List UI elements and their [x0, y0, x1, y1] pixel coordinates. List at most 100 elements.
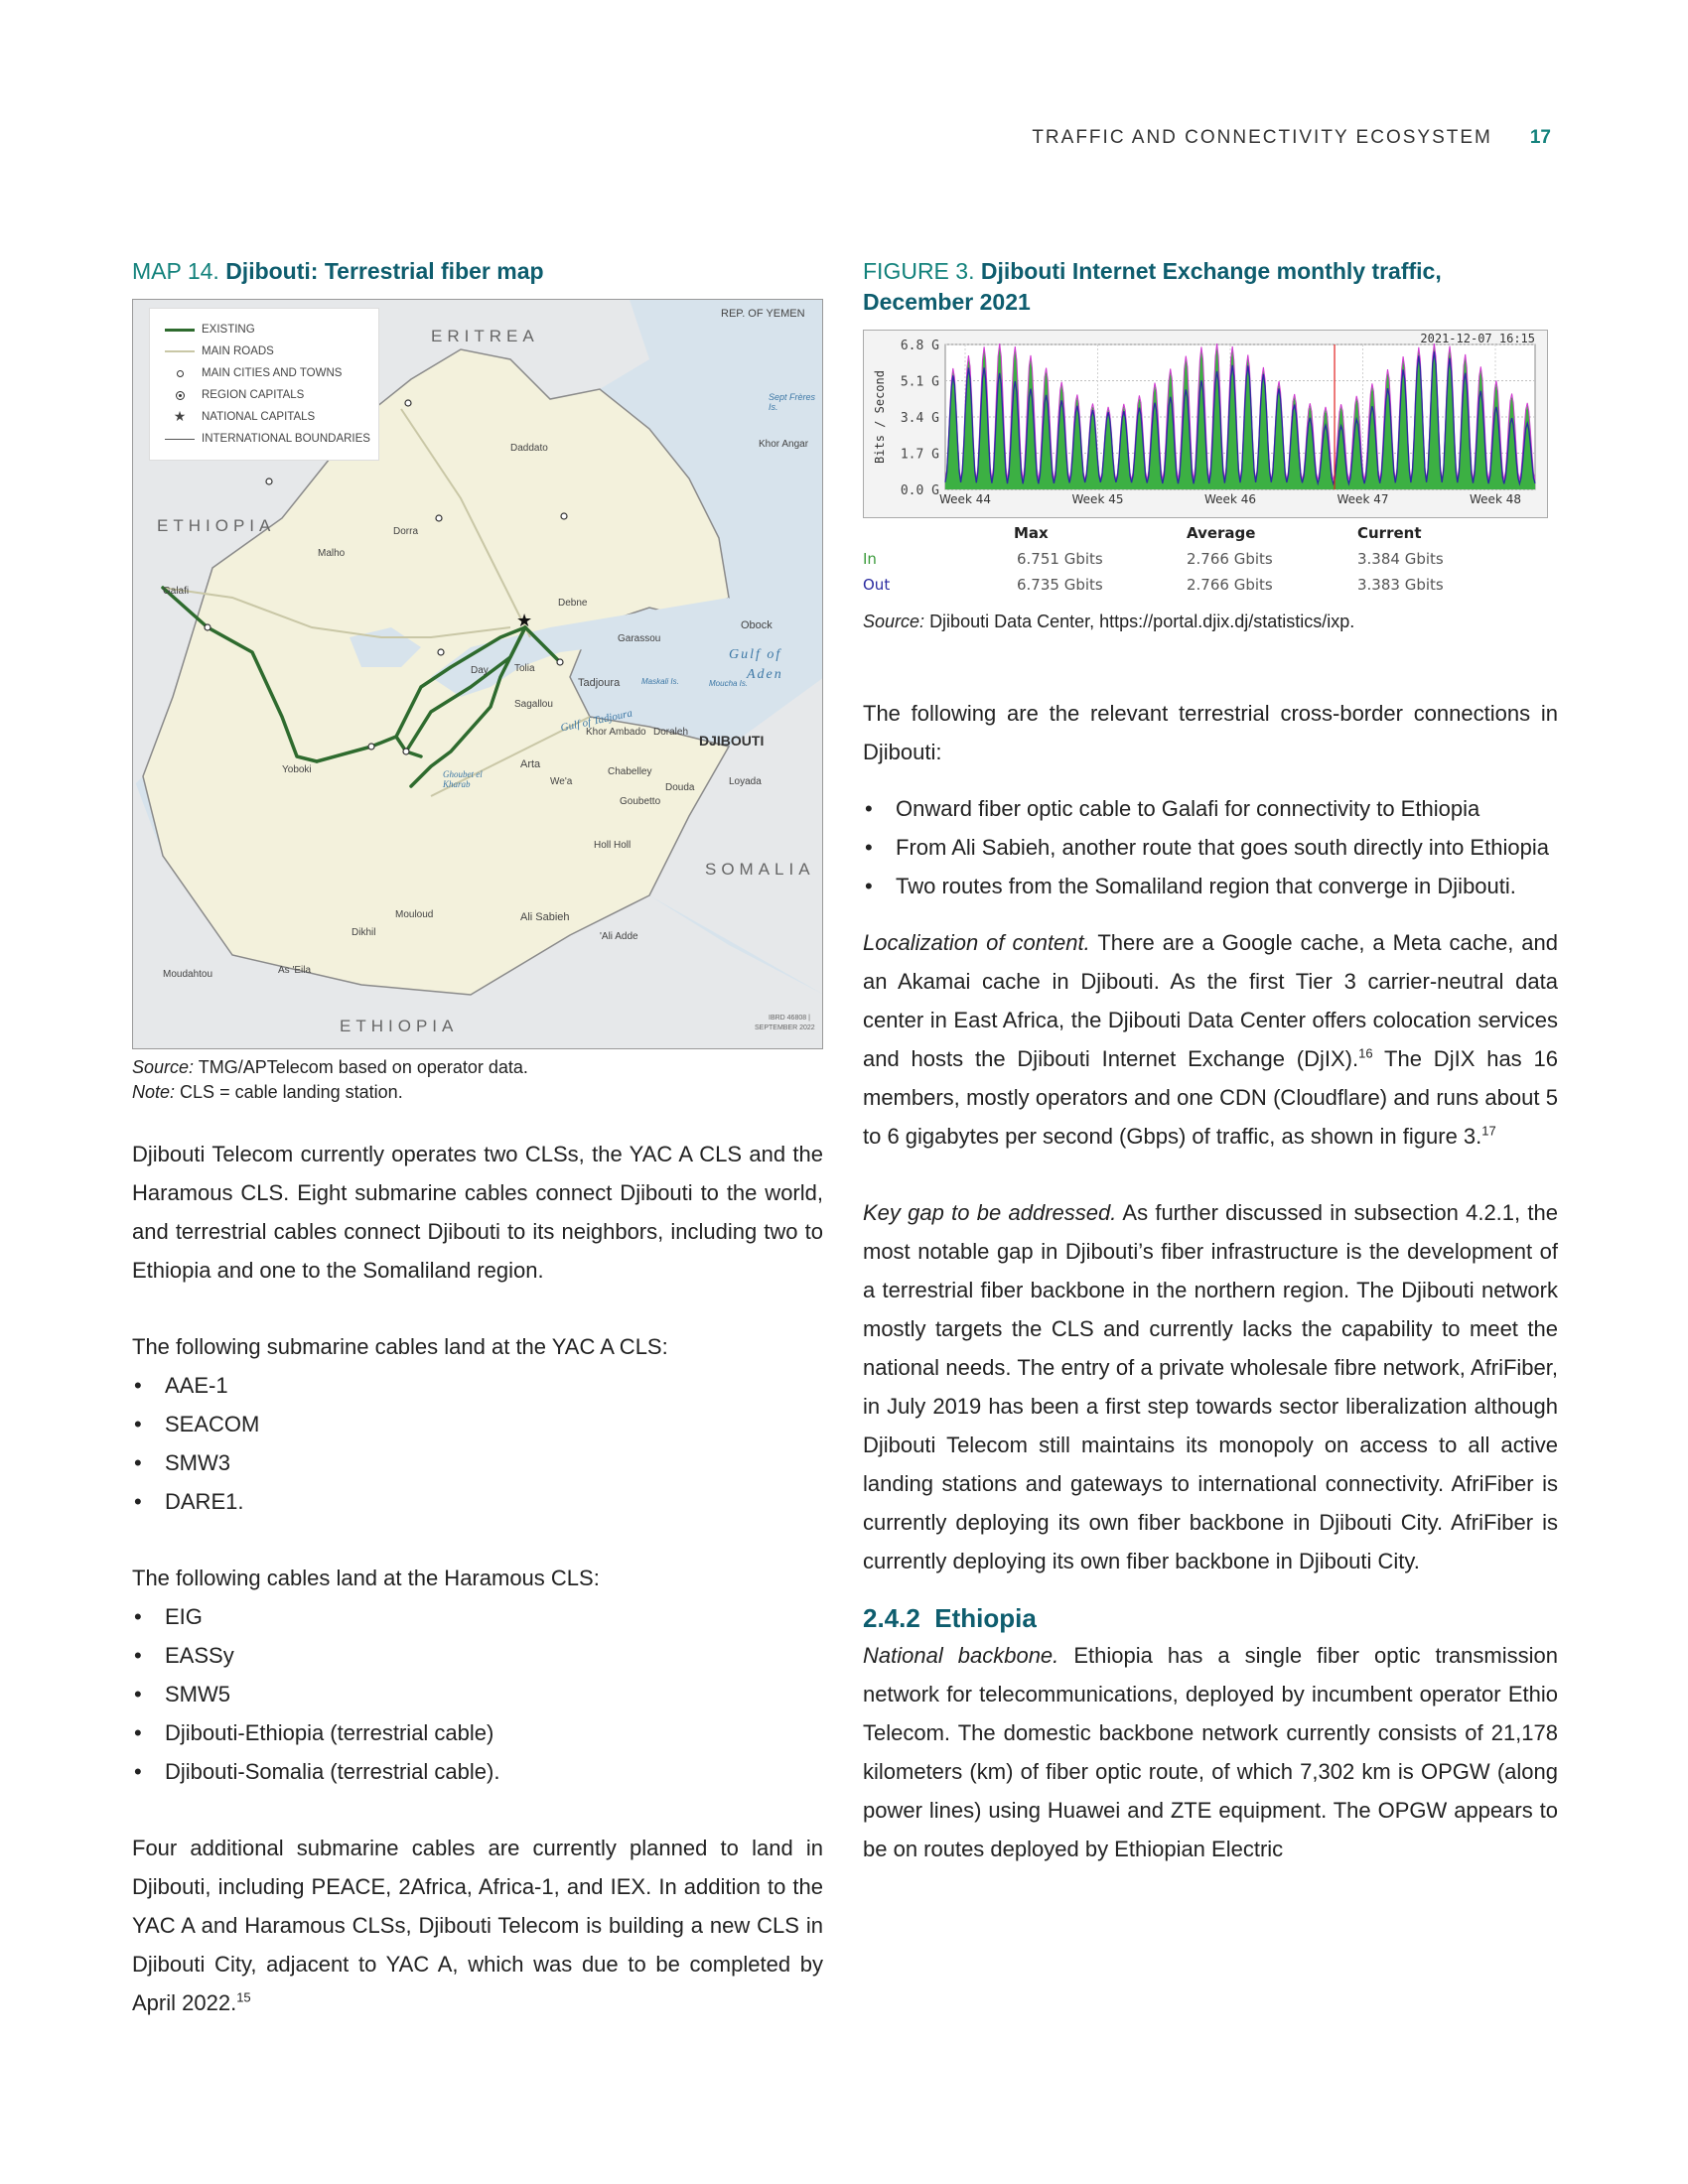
map-stamp-date: SEPTEMBER 2022 — [755, 1024, 815, 1031]
label-debne: Debne — [558, 598, 588, 609]
label-khor-angar: Khor Angar — [759, 439, 809, 450]
stats-out-max: 6.735 Gbits — [1017, 576, 1103, 594]
town-marker — [265, 478, 273, 485]
left-column: MAP 14. Djibouti: Terrestrial fiber map — [132, 256, 823, 2022]
label-doraleh: Doraleh — [653, 727, 689, 738]
map-label: MAP 14. — [132, 258, 219, 284]
label-mouloud: Mouloud — [395, 909, 434, 920]
list-item: Djibouti-Ethiopia (terrestrial cable) — [132, 1713, 823, 1752]
label-ali-sabieh: Ali Sabieh — [520, 911, 570, 923]
label-day: Day — [471, 665, 489, 676]
footnote-ref-16: 16 — [1358, 1045, 1373, 1061]
town-marker — [437, 648, 445, 656]
y-tick-label: 3.4 G — [901, 411, 939, 426]
stats-out-average: 2.766 Gbits — [1187, 576, 1273, 594]
label-galafi: Galafi — [163, 586, 190, 597]
fiber-route-parallel — [404, 625, 527, 753]
map-source: Source: TMG/APTelecom based on operator … — [132, 1055, 823, 1080]
label-ali-adde: 'Ali Adde — [600, 931, 638, 942]
y-axis-label: Bits / Second — [873, 370, 887, 464]
fiber-route-loyada — [523, 625, 562, 664]
label-douda: Douda — [665, 782, 695, 793]
section-heading-ethiopia: 2.4.2 Ethiopia — [863, 1600, 1558, 1636]
fiber-route-ali-sabieh — [409, 625, 527, 788]
cross-border-list: Onward fiber optic cable to Galafi for c… — [863, 789, 1558, 905]
town-marker — [402, 748, 410, 755]
label-holl-holl: Holl Holl — [594, 840, 632, 851]
label-yemen: REP. OF YEMEN — [721, 308, 805, 320]
stats-in-max: 6.751 Gbits — [1017, 550, 1103, 568]
footnote-ref-15: 15 — [236, 1989, 251, 2005]
label-garassou: Garassou — [618, 633, 661, 644]
fiber-route-arta — [394, 625, 527, 739]
legend-label: MAIN CITIES AND TOWNS — [202, 367, 343, 379]
list-item: EASSy — [132, 1636, 823, 1675]
x-tick-label: Week 44 — [939, 492, 991, 506]
label-ghoubet: Ghoubet el Kharab — [443, 769, 483, 789]
legend-label: NATIONAL CAPITALS — [202, 411, 316, 423]
stats-header-current: Current — [1357, 524, 1422, 542]
town-marker — [367, 743, 375, 751]
legend-existing: EXISTING — [158, 319, 370, 341]
x-tick-label: Week 45 — [1072, 492, 1124, 506]
paragraph-cross-border-intro: The following are the relevant terrestri… — [863, 701, 1558, 764]
ethiopia-south-land — [133, 776, 822, 1048]
label-malho: Malho — [318, 548, 346, 559]
source-label: Source: — [132, 1057, 195, 1077]
localization-text-2: The DjIX has 16 members, mostly operator… — [863, 1046, 1559, 1149]
town-markers — [204, 399, 568, 755]
label-goubetto: Goubetto — [620, 796, 661, 807]
ethiopia-north-land — [133, 568, 212, 786]
town-marker — [560, 512, 568, 520]
list-item: EIG — [132, 1597, 823, 1636]
running-title: TRAFFIC AND CONNECTIVITY ECOSYSTEM — [1032, 127, 1492, 148]
list-item: Djibouti-Somalia (terrestrial cable). — [132, 1752, 823, 1791]
chart-timestamp: 2021-12-07 16:15 — [1420, 332, 1535, 345]
paragraph-haramous-intro: The following cables land at the Haramou… — [132, 1566, 600, 1590]
legend-label: EXISTING — [202, 324, 255, 336]
djibouti-land — [142, 348, 731, 996]
national-backbone-text: Ethiopia has a single fiber optic transm… — [863, 1643, 1558, 1861]
existing-line-icon — [158, 328, 202, 332]
label-djibouti-capital: DJIBOUTI — [699, 733, 765, 749]
label-dikhil: Dikhil — [352, 927, 376, 938]
town-marker — [204, 623, 211, 631]
town-marker — [556, 658, 564, 666]
paragraph-key-gap: Key gap to be addressed. As further disc… — [863, 1193, 1558, 1580]
road-north — [162, 587, 511, 638]
y-tick-label: 5.1 G — [901, 375, 939, 390]
national-backbone-label: National backbone. — [863, 1643, 1059, 1668]
stats-row-out: Out 6.735 Gbits 2.766 Gbits 3.383 Gbits — [863, 576, 1548, 600]
legend-region-capitals: REGION CAPITALS — [158, 384, 370, 406]
x-tick-label: Week 47 — [1337, 492, 1389, 506]
map-graphic: ★ — [133, 300, 822, 1048]
terrestrial-fiber-map: ★ EXISTING MAIN ROADS — [132, 299, 823, 1049]
note-text: CLS = cable landing station. — [180, 1082, 403, 1102]
page-number: 17 — [1529, 127, 1551, 148]
label-somalia: SOMALIA — [705, 860, 815, 879]
stats-header-average: Average — [1187, 524, 1256, 542]
y-tick-label: 0.0 G — [901, 483, 939, 498]
road-line-icon — [158, 350, 202, 352]
label-moudahtou: Moudahtou — [163, 969, 213, 980]
paragraph-planned-cables: Four additional submarine cables are cur… — [132, 1829, 823, 2022]
figure3-source: Source: Djibouti Data Center, https://po… — [863, 610, 1558, 634]
stats-out-current: 3.383 Gbits — [1357, 576, 1444, 594]
legend-roads: MAIN ROADS — [158, 341, 370, 362]
region-capital-icon — [158, 390, 202, 400]
list-item: DARE1. — [132, 1482, 823, 1521]
section-title: Ethiopia — [934, 1603, 1037, 1633]
fiber-route-galafi — [161, 586, 319, 763]
label-ethiopia-south: ETHIOPIA — [340, 1017, 459, 1035]
running-header: TRAFFIC AND CONNECTIVITY ECOSYSTEM 17 — [1032, 127, 1551, 149]
label-obock: Obock — [741, 619, 773, 631]
stats-row-in: In 6.751 Gbits 2.766 Gbits 3.384 Gbits — [863, 550, 1548, 574]
traffic-plot: 0.0 G 1.7 G 3.4 G 5.1 G 6.8 G Week 44 Week 45 W… — [873, 332, 1536, 506]
label-loyada: Loyada — [729, 776, 762, 787]
label-eritrea: ERITREA — [431, 327, 539, 345]
stats-in-average: 2.766 Gbits — [1187, 550, 1273, 568]
somalia-land — [649, 678, 822, 994]
x-tick-label: Week 46 — [1204, 492, 1256, 506]
label-ethiopia-north: ETHIOPIA — [157, 516, 276, 535]
y-tick-label: 1.7 G — [901, 448, 939, 463]
